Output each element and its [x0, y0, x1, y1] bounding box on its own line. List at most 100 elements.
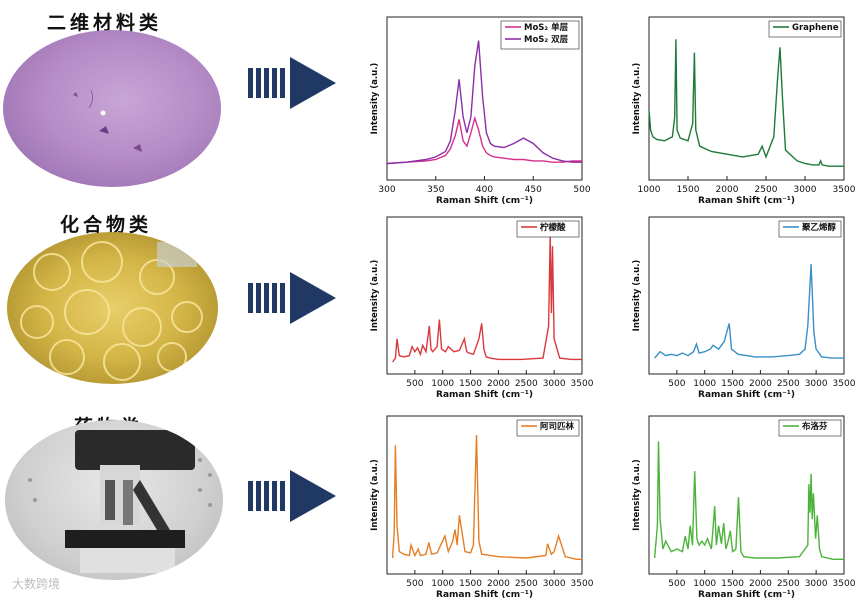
x-tick-label: 1000: [638, 185, 661, 195]
x-tick-label: 3000: [805, 379, 828, 389]
y-axis-label: Intensity (a.u.): [370, 63, 380, 135]
x-tick-label: 1500: [721, 379, 744, 389]
row-title-compounds: 化合物类: [60, 214, 153, 236]
legend-label: 布洛芬: [801, 421, 828, 432]
x-tick-label: 500: [573, 185, 590, 195]
x-tick-label: 2500: [777, 579, 800, 589]
legend-box: [516, 220, 580, 238]
legend-box: [500, 20, 580, 50]
y-axis-label: Intensity (a.u.): [370, 260, 380, 332]
series-line: [392, 235, 582, 363]
x-tick-label: 1500: [677, 185, 700, 195]
chart-graphene: 1000 1500 2000 2500 3000 3500 Raman Shift (cm⁻…: [632, 16, 856, 206]
x-tick-label: 2000: [487, 379, 510, 389]
x-tick-label: 3000: [543, 379, 566, 389]
y-axis-label: Intensity (a.u.): [632, 63, 642, 135]
y-axis-label: Intensity (a.u.): [632, 260, 642, 332]
x-tick-label: 3500: [571, 579, 594, 589]
x-tick-label: 2000: [716, 185, 739, 195]
x-tick-label: 2000: [749, 379, 772, 389]
plot-frame: [648, 16, 845, 181]
plot-frame: [648, 216, 845, 375]
x-tick-label: 2500: [515, 379, 538, 389]
flake-mark: [73, 92, 78, 97]
legend-label: MoS₂ 单层: [524, 22, 569, 33]
x-tick-label: 3000: [794, 185, 817, 195]
microscope-head: [75, 430, 195, 470]
photo-microscope: [5, 420, 223, 580]
objective-lens: [123, 480, 133, 525]
photo-2d-material: [3, 30, 221, 187]
x-tick-label: 3500: [571, 379, 594, 389]
plot-frame: [386, 216, 583, 375]
objective-lens: [105, 480, 115, 520]
x-tick-label: 500: [406, 579, 423, 589]
legend-box: [778, 419, 842, 437]
x-tick-label: 350: [427, 185, 444, 195]
flake-mark: [133, 144, 142, 152]
series-line: [386, 40, 582, 165]
x-tick-label: 450: [525, 185, 542, 195]
x-tick-label: 2500: [515, 579, 538, 589]
crystal-beads: [20, 241, 203, 381]
x-axis-label: Raman Shift (cm⁻¹): [436, 390, 533, 400]
x-tick-label: 500: [668, 379, 685, 389]
x-tick-label: 1500: [459, 579, 482, 589]
plot-frame: [648, 415, 845, 575]
chart-citric-acid: 500 1000 1500 2000 2500 3000 3500 Raman Shift (…: [370, 216, 594, 400]
x-tick-label: 1500: [721, 579, 744, 589]
bright-spot: [100, 110, 106, 116]
legend-box: [516, 419, 580, 437]
legend-label: MoS₂ 双层: [524, 35, 569, 45]
x-tick-label: 2000: [749, 579, 772, 589]
x-tick-label: 500: [668, 579, 685, 589]
x-tick-label: 1000: [431, 579, 454, 589]
flake-mark: [99, 126, 109, 134]
legend-box: [778, 220, 842, 238]
x-axis-label: Raman Shift (cm⁻¹): [436, 196, 533, 206]
x-tick-label: 1000: [431, 379, 454, 389]
stage: [65, 530, 185, 548]
series-line: [654, 264, 844, 359]
plot-frame: [386, 415, 583, 575]
chart-pva: 500 1000 1500 2000 2500 3000 3500 Raman Shift (…: [632, 216, 856, 400]
background-patch: [157, 242, 197, 267]
x-tick-label: 3500: [833, 185, 856, 195]
x-tick-label: 2500: [755, 185, 778, 195]
x-axis-label: Raman Shift (cm⁻¹): [698, 196, 795, 206]
legend-box: [768, 20, 842, 38]
chart-aspirin: 500 1000 1500 2000 2500 3000 3500 Raman Shift (…: [370, 415, 594, 600]
x-tick-label: 300: [378, 185, 395, 195]
x-tick-label: 3000: [543, 579, 566, 589]
stage-base: [80, 548, 175, 573]
x-tick-label: 3500: [833, 379, 856, 389]
legend-label: 柠檬酸: [540, 222, 566, 233]
pegboard: [28, 458, 212, 507]
x-tick-label: 3000: [805, 579, 828, 589]
x-tick-label: 1500: [459, 379, 482, 389]
x-tick-label: 1000: [693, 579, 716, 589]
x-axis-label: Raman Shift (cm⁻¹): [698, 390, 795, 400]
x-tick-label: 2500: [777, 379, 800, 389]
series-line: [648, 39, 844, 167]
x-axis-label: Raman Shift (cm⁻¹): [698, 590, 795, 600]
series-line: [391, 434, 582, 560]
watermark: 大数跨境: [12, 577, 61, 591]
chart-ibuprofen: 500 1000 1500 2000 2500 3000 3500 Raman Shift (…: [632, 415, 856, 600]
photo-compound-crystals: [7, 232, 218, 384]
x-tick-label: 500: [406, 379, 423, 389]
legend-label: 聚乙烯醇: [801, 222, 837, 233]
objective-lens: [133, 480, 170, 535]
y-axis-label: Intensity (a.u.): [370, 459, 380, 531]
chart-mos2: 300 350 400 450 500 Raman Shift (cm⁻¹) Intensi…: [370, 16, 591, 206]
x-tick-label: 3500: [833, 579, 856, 589]
x-tick-label: 2000: [487, 579, 510, 589]
series-line: [653, 441, 844, 560]
x-axis-label: Raman Shift (cm⁻¹): [436, 590, 533, 600]
x-tick-label: 1000: [693, 379, 716, 389]
row-title-2d-materials: 二维材料类: [47, 12, 163, 34]
legend-label: Graphene: [792, 23, 839, 33]
y-axis-label: Intensity (a.u.): [632, 459, 642, 531]
fiber-mark: [88, 89, 94, 109]
